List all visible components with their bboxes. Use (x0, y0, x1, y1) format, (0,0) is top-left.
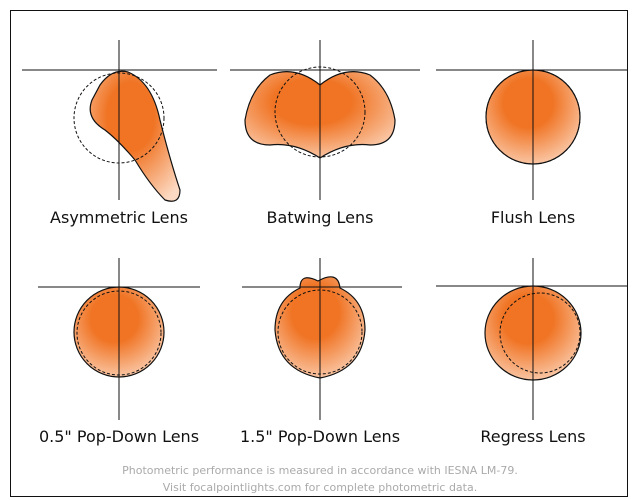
panel-label: Asymmetric Lens (50, 208, 188, 227)
regress-shape (436, 258, 628, 420)
panel-label: 0.5" Pop-Down Lens (39, 427, 199, 446)
flush-shape (436, 40, 628, 200)
frame (10, 10, 628, 497)
panel-label: Flush Lens (491, 208, 575, 227)
panel-label: Batwing Lens (267, 208, 374, 227)
batwing-shape (230, 40, 420, 200)
popdown-05-shape (38, 258, 200, 420)
footer-text: Photometric performance is measured in a… (122, 464, 518, 477)
panel-label: 1.5" Pop-Down Lens (240, 427, 400, 446)
footer-text: Visit focalpointlights.com for complete … (163, 481, 477, 494)
popdown-15-shape (242, 258, 402, 420)
panel-label: Regress Lens (480, 427, 585, 446)
asymmetric-shape (22, 40, 217, 202)
